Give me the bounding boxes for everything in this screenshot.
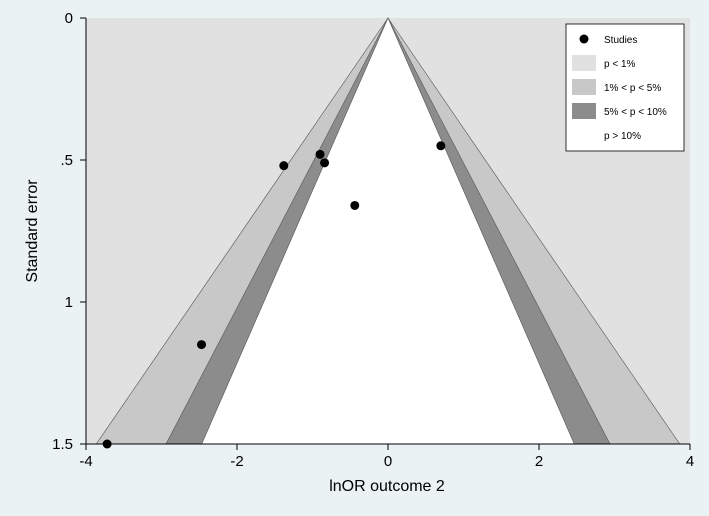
y-tick-label: 1.5 (52, 436, 73, 453)
legend-swatch (572, 103, 596, 119)
x-tick-label: 4 (686, 453, 694, 470)
x-tick-label: -2 (230, 453, 243, 470)
legend-marker (579, 34, 589, 44)
legend: Studies p < 1% 1% < p < 5% 5% < p < 10% p > … (565, 23, 685, 152)
legend-label: p < 1% (604, 59, 636, 70)
study-point (197, 340, 207, 350)
y-axis-title: Standard error (24, 179, 41, 283)
legend-swatch (572, 127, 596, 143)
study-point (350, 200, 360, 210)
x-axis-title: lnOR outcome 2 (329, 478, 445, 495)
x-tick-label: 0 (384, 453, 392, 470)
x-tick-label: 2 (535, 453, 543, 470)
study-point (320, 158, 330, 168)
x-tick-label: -4 (79, 453, 92, 470)
study-point (436, 141, 446, 151)
study-point (279, 161, 289, 171)
axes: -4 -2 0 2 4 0 .5 1 1.5 (52, 10, 694, 470)
y-tick-label: .5 (60, 152, 73, 169)
legend-swatch (572, 55, 596, 71)
legend-label: Studies (604, 35, 637, 46)
y-tick-label: 0 (65, 10, 73, 27)
legend-swatch (572, 79, 596, 95)
legend-label: p > 10% (604, 131, 641, 142)
legend-label: 5% < p < 10% (604, 107, 667, 118)
significance-contours (95, 17, 681, 445)
study-point (315, 149, 325, 159)
y-tick-label: 1 (65, 294, 73, 311)
study-points (102, 141, 446, 449)
legend-label: 1% < p < 5% (604, 83, 661, 94)
study-point (102, 439, 112, 449)
